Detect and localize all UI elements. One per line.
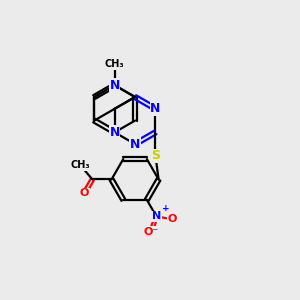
Text: CH₃: CH₃ [71, 160, 90, 170]
Text: O⁻: O⁻ [143, 226, 158, 237]
Text: +: + [162, 204, 169, 213]
Text: CH₃: CH₃ [105, 59, 124, 69]
Text: O: O [80, 188, 89, 199]
Text: N: N [110, 79, 120, 92]
Text: O: O [168, 214, 177, 224]
Text: N: N [152, 212, 161, 221]
Text: N: N [150, 102, 161, 115]
Text: S: S [151, 149, 160, 162]
Text: N: N [110, 126, 120, 139]
Text: N: N [130, 138, 140, 151]
